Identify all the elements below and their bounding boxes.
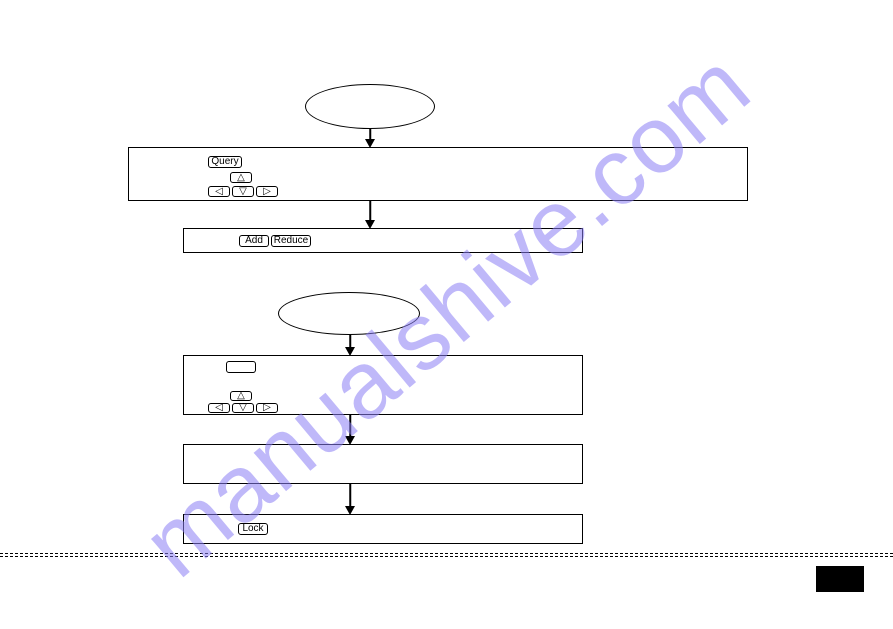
step-box-1: Query △ ◁ ▽ ▷ — [128, 147, 748, 201]
down-arrow-button-2[interactable]: ▽ — [232, 403, 254, 413]
triangle-right-icon: ▷ — [263, 187, 271, 197]
left-arrow-button-2[interactable]: ◁ — [208, 403, 230, 413]
arrow-4 — [349, 415, 351, 438]
reduce-button[interactable]: Reduce — [271, 235, 311, 247]
arrow-5 — [349, 484, 351, 508]
page-corner-block — [816, 566, 864, 592]
triangle-left-icon: ◁ — [215, 187, 223, 197]
blank-button[interactable] — [226, 361, 256, 373]
down-arrow-button[interactable]: ▽ — [232, 186, 254, 197]
start-ellipse-2 — [278, 292, 420, 335]
step-box-2: Add Reduce — [183, 228, 583, 253]
add-button[interactable]: Add — [239, 235, 269, 247]
triangle-down-icon: ▽ — [239, 403, 247, 413]
triangle-left-icon: ◁ — [215, 403, 223, 413]
right-arrow-button[interactable]: ▷ — [256, 186, 278, 197]
step-box-5: Lock — [183, 514, 583, 544]
step-box-4 — [183, 444, 583, 484]
lock-button[interactable]: Lock — [238, 523, 268, 535]
step-box-3: △ ◁ ▽ ▷ — [183, 355, 583, 415]
right-arrow-button-2[interactable]: ▷ — [256, 403, 278, 413]
query-button[interactable]: Query — [208, 156, 242, 168]
up-arrow-button[interactable]: △ — [230, 172, 252, 183]
left-arrow-button[interactable]: ◁ — [208, 186, 230, 197]
up-arrow-button-2[interactable]: △ — [230, 391, 252, 401]
triangle-down-icon: ▽ — [239, 187, 247, 197]
divider-dotted-2 — [0, 556, 893, 557]
divider-dotted-1 — [0, 553, 893, 554]
triangle-right-icon: ▷ — [263, 403, 271, 413]
triangle-up-icon: △ — [237, 173, 245, 183]
triangle-up-icon: △ — [237, 391, 245, 401]
start-ellipse-1 — [305, 84, 435, 129]
flowchart-canvas: Query △ ◁ ▽ ▷ Add Reduce △ ◁ ▽ ▷ Lock — [0, 0, 893, 629]
arrow-2 — [369, 201, 371, 222]
